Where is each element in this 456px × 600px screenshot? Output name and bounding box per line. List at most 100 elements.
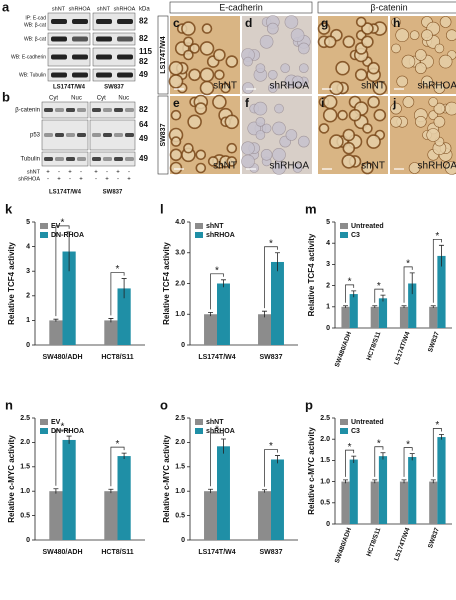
- legend-label: C3: [351, 232, 360, 239]
- panel-letter: c: [173, 16, 180, 30]
- legend-label: EV: [51, 223, 61, 230]
- band: [77, 157, 86, 161]
- cell: [170, 109, 182, 121]
- panel-label: shRHOA: [270, 161, 310, 172]
- cell: [409, 30, 420, 41]
- error-bar: [66, 435, 72, 444]
- x-tick-label: SW480/ADH: [42, 549, 82, 556]
- bar: [378, 298, 388, 328]
- cell: [367, 95, 380, 109]
- cell: [434, 43, 445, 54]
- significance: *: [269, 441, 273, 452]
- blot: [47, 68, 91, 82]
- cell: [241, 154, 255, 169]
- y-tick-label: 0: [26, 342, 30, 349]
- panel-label: shRHOA: [418, 81, 456, 92]
- error-bar: [351, 455, 357, 463]
- cell: [438, 54, 453, 69]
- panel-letter: k: [5, 201, 13, 216]
- y-tick-label: 0: [181, 342, 185, 349]
- legend-label: Untreated: [351, 419, 384, 426]
- x-tick-label: HCT8/S11: [366, 331, 383, 362]
- y-tick-label: 0: [181, 537, 185, 544]
- cell: [362, 123, 373, 134]
- cell: [188, 68, 201, 82]
- significance-bracket: [210, 273, 224, 310]
- cell: [414, 62, 427, 74]
- cell: [226, 142, 238, 154]
- band: [103, 108, 112, 112]
- y-tick-label: 2.0: [20, 439, 30, 446]
- bar: [62, 439, 76, 540]
- y-tick-label: 0.5: [320, 500, 330, 507]
- error-bar: [438, 434, 444, 440]
- cell: [445, 161, 456, 175]
- band: [96, 72, 112, 78]
- fraction-label: Cyt: [49, 96, 58, 102]
- band: [92, 157, 101, 161]
- cell: [401, 54, 416, 69]
- cell: [421, 29, 433, 42]
- cell: [402, 96, 415, 108]
- cell: [354, 68, 368, 82]
- header-box: [317, 1, 456, 14]
- bar: [271, 459, 284, 540]
- x-tick-label: LS174T/W4: [198, 549, 235, 556]
- error-bar: [208, 488, 214, 494]
- band: [51, 19, 67, 24]
- blot: [47, 32, 91, 46]
- row-label: WB: Tubulin: [19, 72, 46, 78]
- error-bar: [220, 438, 226, 454]
- error-bar: [409, 453, 415, 461]
- x-tick-label: SW837: [427, 331, 441, 354]
- cell: [285, 129, 298, 141]
- bar: [370, 306, 379, 328]
- treatment-sign: -: [117, 177, 119, 183]
- band: [77, 133, 86, 137]
- kda-marker: 82: [139, 105, 148, 114]
- error-bar: [220, 279, 226, 288]
- cell: [260, 149, 273, 161]
- error-bar: [121, 452, 127, 459]
- bar: [349, 459, 358, 524]
- y-tick-label: 5: [326, 219, 330, 226]
- panel-letter: j: [392, 96, 396, 110]
- cell: [396, 75, 409, 88]
- cell: [213, 48, 226, 62]
- significance-bracket: [374, 446, 384, 477]
- x-tick-label: HCT8/S11: [101, 354, 133, 361]
- cell: [297, 42, 310, 55]
- y-tick-label: 2: [326, 282, 330, 289]
- band: [66, 133, 75, 137]
- treatment-sign: -: [106, 170, 108, 176]
- row-box: [157, 15, 169, 95]
- significance-bracket: [403, 447, 413, 477]
- cell: [183, 36, 194, 48]
- panel-letter: p: [305, 397, 313, 412]
- legend-swatch: [195, 223, 203, 229]
- x-tick-label: LS174T/W4: [393, 331, 412, 366]
- cell: [195, 149, 207, 161]
- y-tick-label: 0.5: [20, 512, 30, 519]
- significance: *: [61, 217, 65, 228]
- cell: [373, 108, 387, 122]
- band: [72, 72, 88, 78]
- cell: [355, 16, 367, 28]
- legend-swatch: [40, 428, 48, 434]
- cell: [291, 75, 304, 88]
- band: [103, 133, 112, 137]
- cell: [342, 141, 356, 155]
- y-tick-label: 1.5: [320, 457, 330, 464]
- cell: [199, 67, 215, 83]
- bar: [408, 283, 417, 328]
- x-tick-label: HCT8/S11: [101, 549, 133, 556]
- treatment-sign: -: [47, 177, 49, 183]
- cell-line: SW837: [103, 190, 123, 196]
- panel-letter: l: [160, 201, 164, 216]
- legend-label: Untreated: [351, 223, 384, 230]
- cell: [284, 15, 299, 29]
- kda-marker: 82: [139, 17, 148, 26]
- cell: [317, 22, 331, 35]
- band: [55, 108, 64, 112]
- kda-marker: 82: [139, 34, 148, 43]
